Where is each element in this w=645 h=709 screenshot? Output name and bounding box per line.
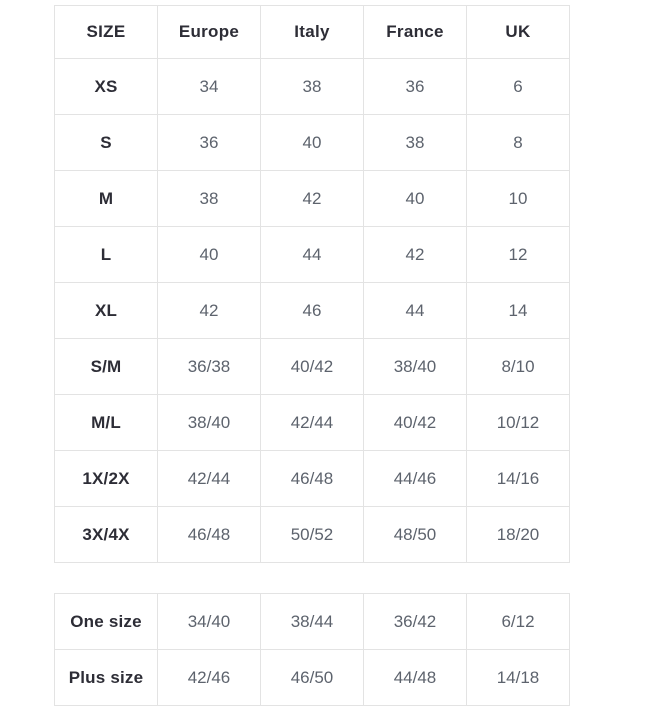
value-cell: 36 <box>157 114 261 171</box>
value-cell: 6 <box>466 58 570 115</box>
value-cell: 46/50 <box>260 649 364 706</box>
value-cell: 38/44 <box>260 593 364 650</box>
value-cell: 40/42 <box>363 394 467 451</box>
column-header-uk: UK <box>466 5 570 59</box>
table-header-row: SIZE Europe Italy France UK <box>54 5 570 59</box>
value-cell: 36/38 <box>157 338 261 395</box>
value-cell: 46/48 <box>157 506 261 563</box>
value-cell: 18/20 <box>466 506 570 563</box>
value-cell: 44/48 <box>363 649 467 706</box>
value-cell: 6/12 <box>466 593 570 650</box>
size-label-cell: M <box>54 170 158 227</box>
table-row-3x4x: 3X/4X 46/48 50/52 48/50 18/20 <box>54 506 570 563</box>
table-row-sm: S/M 36/38 40/42 38/40 8/10 <box>54 338 570 395</box>
value-cell: 36/42 <box>363 593 467 650</box>
value-cell: 34 <box>157 58 261 115</box>
size-label-cell: One size <box>54 593 158 650</box>
size-label-cell: L <box>54 226 158 283</box>
value-cell: 8/10 <box>466 338 570 395</box>
table-row-1x2x: 1X/2X 42/44 46/48 44/46 14/16 <box>54 450 570 507</box>
size-label-cell: 3X/4X <box>54 506 158 563</box>
value-cell: 38/40 <box>157 394 261 451</box>
value-cell: 38 <box>157 170 261 227</box>
value-cell: 10 <box>466 170 570 227</box>
value-cell: 42/44 <box>260 394 364 451</box>
value-cell: 42 <box>260 170 364 227</box>
value-cell: 42/46 <box>157 649 261 706</box>
value-cell: 42 <box>363 226 467 283</box>
value-cell: 50/52 <box>260 506 364 563</box>
value-cell: 14/16 <box>466 450 570 507</box>
column-header-france: France <box>363 5 467 59</box>
value-cell: 48/50 <box>363 506 467 563</box>
value-cell: 40 <box>260 114 364 171</box>
size-label-cell: S/M <box>54 338 158 395</box>
column-header-italy: Italy <box>260 5 364 59</box>
value-cell: 40 <box>363 170 467 227</box>
value-cell: 10/12 <box>466 394 570 451</box>
value-cell: 38 <box>260 58 364 115</box>
value-cell: 46 <box>260 282 364 339</box>
value-cell: 38 <box>363 114 467 171</box>
one-size-plus-size-table: One size 34/40 38/44 36/42 6/12 Plus siz… <box>54 593 570 706</box>
size-label-cell: Plus size <box>54 649 158 706</box>
size-conversion-table: SIZE Europe Italy France UK XS 34 38 36 … <box>54 5 570 563</box>
value-cell: 44 <box>260 226 364 283</box>
value-cell: 42/44 <box>157 450 261 507</box>
value-cell: 42 <box>157 282 261 339</box>
size-label-cell: 1X/2X <box>54 450 158 507</box>
value-cell: 8 <box>466 114 570 171</box>
size-label-cell: XS <box>54 58 158 115</box>
table-row-xs: XS 34 38 36 6 <box>54 58 570 115</box>
size-label-cell: M/L <box>54 394 158 451</box>
value-cell: 46/48 <box>260 450 364 507</box>
value-cell: 40 <box>157 226 261 283</box>
size-label-cell: XL <box>54 282 158 339</box>
value-cell: 14 <box>466 282 570 339</box>
value-cell: 44 <box>363 282 467 339</box>
value-cell: 34/40 <box>157 593 261 650</box>
table-row-l: L 40 44 42 12 <box>54 226 570 283</box>
value-cell: 36 <box>363 58 467 115</box>
table-row-xl: XL 42 46 44 14 <box>54 282 570 339</box>
table-row-one-size: One size 34/40 38/44 36/42 6/12 <box>54 593 570 650</box>
table-row-s: S 36 40 38 8 <box>54 114 570 171</box>
column-header-europe: Europe <box>157 5 261 59</box>
table-row-ml: M/L 38/40 42/44 40/42 10/12 <box>54 394 570 451</box>
size-chart: SIZE Europe Italy France UK XS 34 38 36 … <box>54 5 570 706</box>
table-row-m: M 38 42 40 10 <box>54 170 570 227</box>
value-cell: 38/40 <box>363 338 467 395</box>
value-cell: 12 <box>466 226 570 283</box>
column-header-size: SIZE <box>54 5 158 59</box>
table-row-plus-size: Plus size 42/46 46/50 44/48 14/18 <box>54 649 570 706</box>
value-cell: 44/46 <box>363 450 467 507</box>
size-label-cell: S <box>54 114 158 171</box>
value-cell: 40/42 <box>260 338 364 395</box>
value-cell: 14/18 <box>466 649 570 706</box>
